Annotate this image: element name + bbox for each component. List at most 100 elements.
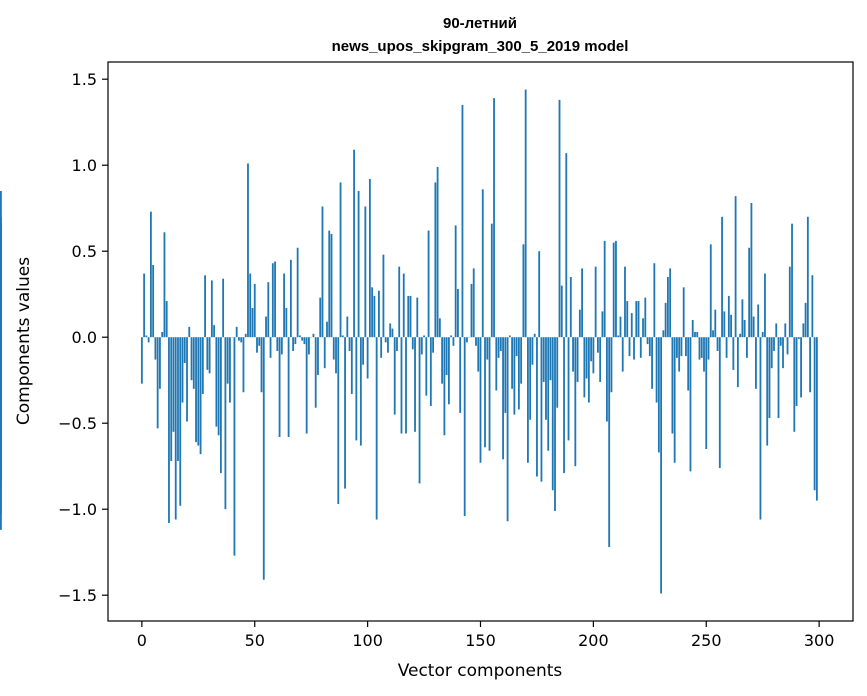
- bar-294: [804, 302, 807, 338]
- bar-215: [626, 301, 629, 338]
- bar-159: [499, 337, 502, 351]
- bar-200: [592, 337, 595, 374]
- bar-103: [373, 295, 376, 338]
- bar-262: [732, 337, 735, 370]
- bar-186: [560, 285, 563, 338]
- bar-164: [511, 337, 514, 389]
- bar-131: [436, 166, 439, 338]
- bar-174: [533, 333, 536, 338]
- bar-99: [364, 206, 367, 338]
- bar-35: [219, 337, 222, 474]
- y-tick-label: −0.5: [58, 414, 97, 433]
- bar-242: [687, 337, 690, 391]
- bar-41: [233, 337, 236, 556]
- bar-296: [809, 337, 812, 393]
- bar-51: [256, 337, 258, 353]
- bar-120: [411, 337, 414, 350]
- bar-260: [727, 295, 730, 338]
- bar-235: [671, 337, 674, 434]
- bar-144: [466, 337, 468, 343]
- bar-183: [554, 337, 556, 511]
- bar-203: [599, 337, 602, 382]
- bar-86: [335, 337, 337, 374]
- bar-91: [346, 316, 349, 338]
- bar-36: [222, 278, 225, 338]
- bar-98: [362, 337, 365, 365]
- bar-193: [576, 337, 579, 382]
- bar-136: [447, 337, 450, 405]
- bar-5: [152, 264, 155, 338]
- bar-93: [350, 337, 353, 394]
- bar-182: [551, 337, 554, 491]
- bar-228: [655, 337, 658, 403]
- bar-122: [416, 297, 419, 338]
- bar-128: [429, 337, 432, 406]
- bar-9: [161, 332, 164, 338]
- bar-236: [673, 337, 676, 463]
- x-tick-label: 100: [352, 631, 383, 650]
- bar-244: [691, 320, 694, 338]
- bar-184: [556, 337, 559, 408]
- bar-255: [716, 337, 719, 351]
- bar-29: [206, 337, 209, 370]
- bar-220: [637, 301, 640, 338]
- bar-272: [755, 337, 757, 389]
- bar-14: [172, 337, 175, 432]
- bar-277: [766, 337, 769, 446]
- bar-114: [398, 266, 401, 338]
- bar-202: [596, 337, 599, 353]
- bar-204: [601, 311, 604, 338]
- bar-249: [703, 337, 705, 372]
- bar-52: [258, 337, 261, 346]
- bar-124: [420, 337, 423, 355]
- bar-233: [666, 277, 669, 338]
- bar-11: [165, 301, 168, 338]
- y-tick-label: 0.0: [72, 328, 97, 347]
- bar-284: [782, 337, 784, 369]
- bar-27: [201, 337, 204, 394]
- bar-225: [648, 337, 651, 357]
- bar-115: [400, 337, 403, 434]
- bar-298: [813, 337, 816, 491]
- bar-64: [285, 307, 288, 338]
- bar-265: [739, 333, 742, 338]
- bar-279: [770, 337, 773, 369]
- bar-68: [294, 337, 297, 345]
- bar-7: [156, 337, 159, 429]
- bar-291: [797, 337, 800, 339]
- bar-218: [633, 337, 635, 360]
- bar-297: [811, 275, 814, 338]
- bar-133: [441, 337, 444, 384]
- bar-267: [743, 320, 746, 338]
- bar-292: [800, 337, 802, 398]
- y-tick-label: −1.5: [58, 586, 97, 605]
- bar-48: [249, 273, 252, 338]
- bar-254: [714, 309, 717, 338]
- bar-212: [619, 316, 622, 338]
- bar-206: [606, 337, 608, 422]
- bar-205: [603, 240, 606, 338]
- bar-224: [646, 337, 649, 345]
- bar-42: [235, 326, 238, 338]
- bar-37: [224, 337, 227, 510]
- bar-141: [459, 337, 462, 413]
- bar-6: [154, 337, 157, 360]
- bar-73: [305, 337, 308, 434]
- bar-229: [657, 337, 660, 453]
- bar-191: [572, 337, 574, 372]
- bar-348: [0, 337, 2, 341]
- plot-frame: [107, 61, 854, 622]
- bar-84: [330, 234, 333, 338]
- bar-26: [199, 337, 202, 455]
- bar-126: [425, 337, 428, 396]
- bar-83: [328, 230, 331, 338]
- y-tick-label: 0.5: [72, 242, 97, 261]
- bar-154: [488, 337, 491, 451]
- bar-152: [484, 337, 486, 448]
- bar-102: [371, 287, 374, 338]
- bar-185: [558, 99, 561, 338]
- bar-67: [292, 337, 295, 351]
- bar-85: [332, 337, 335, 360]
- bar-24: [195, 337, 197, 443]
- bar-4: [149, 211, 152, 338]
